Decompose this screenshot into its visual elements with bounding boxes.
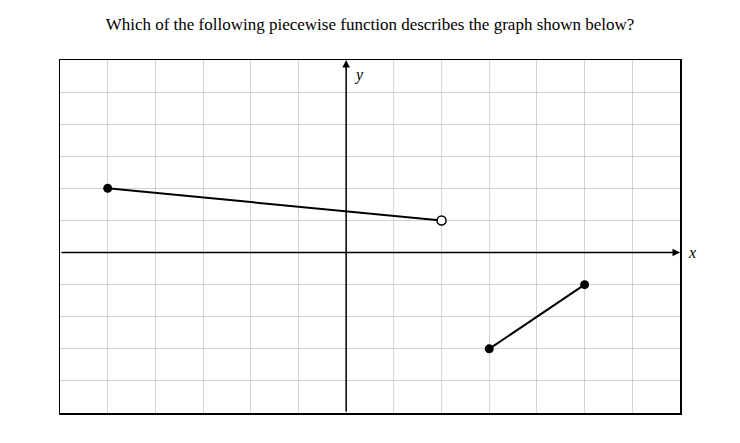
svg-text:Which of the following piecewi: Which of the following piecewise functio… xyxy=(106,15,635,34)
svg-text:x: x xyxy=(688,244,696,261)
svg-text:y: y xyxy=(354,66,364,84)
